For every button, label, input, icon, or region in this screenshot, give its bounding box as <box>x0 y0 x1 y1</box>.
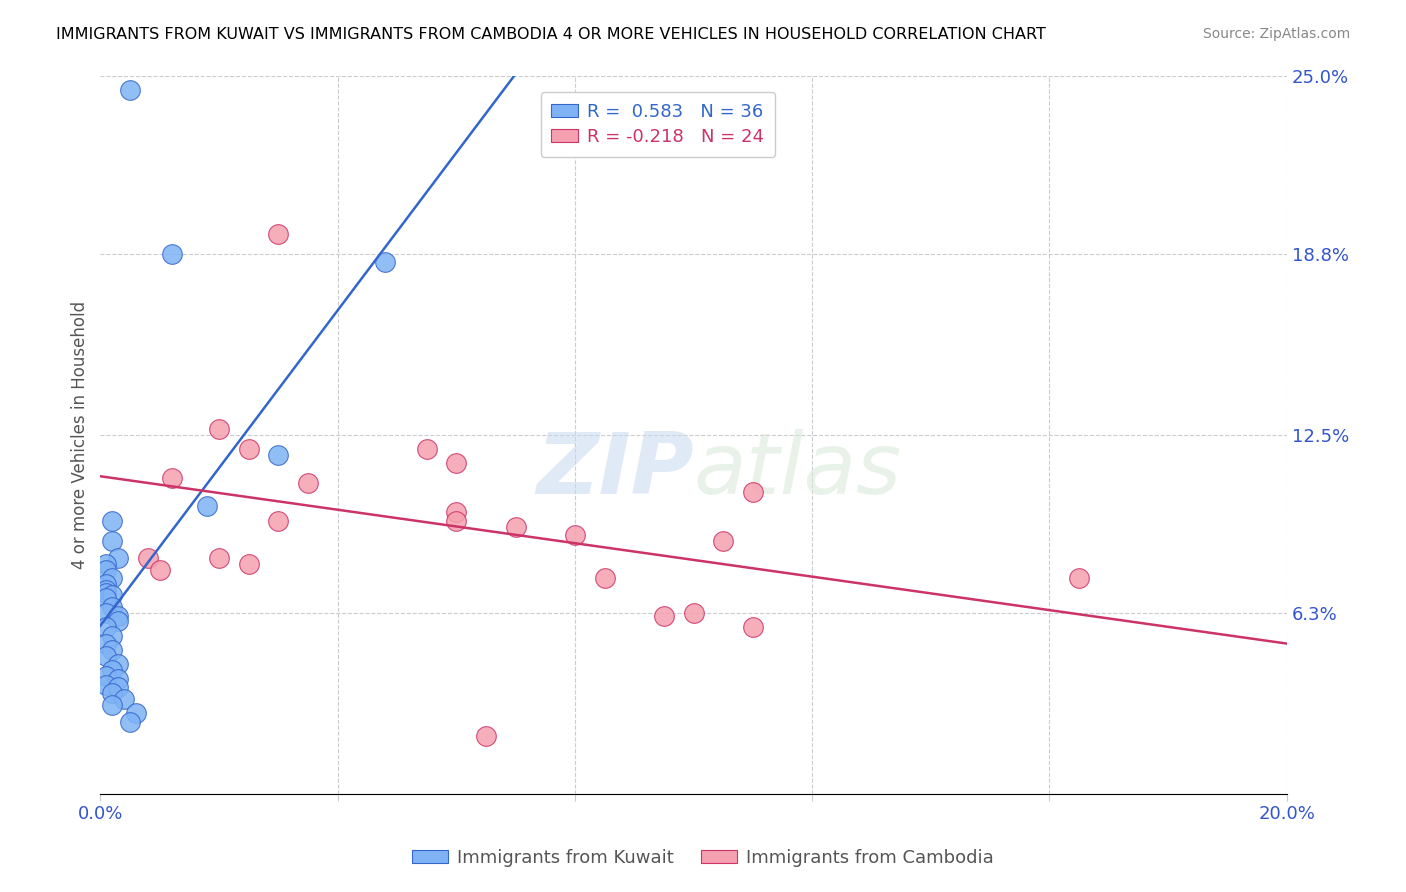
Point <box>741 620 763 634</box>
Point <box>101 643 124 657</box>
Point <box>96 677 118 691</box>
Point <box>101 599 124 614</box>
Point <box>125 706 148 721</box>
Text: atlas: atlas <box>693 429 901 512</box>
Point <box>96 585 118 599</box>
Point <box>475 729 498 743</box>
Point <box>267 227 290 241</box>
Text: ZIP: ZIP <box>536 429 693 512</box>
Point <box>374 255 396 269</box>
Point <box>101 533 124 548</box>
Point <box>195 500 218 514</box>
Point <box>96 557 118 571</box>
Point <box>101 629 124 643</box>
Point <box>101 686 124 700</box>
Point <box>101 663 124 677</box>
Point <box>160 471 183 485</box>
Point <box>118 83 141 97</box>
Point <box>741 485 763 500</box>
Point <box>96 669 118 683</box>
Y-axis label: 4 or more Vehicles in Household: 4 or more Vehicles in Household <box>72 301 89 569</box>
Point <box>1067 571 1090 585</box>
Point <box>107 608 129 623</box>
Point <box>107 615 129 629</box>
Legend: R =  0.583   N = 36, R = -0.218   N = 24: R = 0.583 N = 36, R = -0.218 N = 24 <box>540 92 775 157</box>
Point <box>446 505 468 519</box>
Text: Source: ZipAtlas.com: Source: ZipAtlas.com <box>1202 27 1350 41</box>
Point <box>96 591 118 606</box>
Point <box>101 698 124 712</box>
Point <box>96 620 118 634</box>
Text: IMMIGRANTS FROM KUWAIT VS IMMIGRANTS FROM CAMBODIA 4 OR MORE VEHICLES IN HOUSEHO: IMMIGRANTS FROM KUWAIT VS IMMIGRANTS FRO… <box>56 27 1046 42</box>
Point <box>101 514 124 528</box>
Point <box>96 606 118 620</box>
Point <box>711 533 734 548</box>
Point <box>107 672 129 686</box>
Point <box>101 571 124 585</box>
Point <box>96 563 118 577</box>
Point <box>446 456 468 470</box>
Point <box>297 476 319 491</box>
Point <box>564 528 586 542</box>
Point <box>238 442 260 456</box>
Point <box>505 519 527 533</box>
Point <box>96 582 118 597</box>
Point <box>118 714 141 729</box>
Point <box>267 448 290 462</box>
Point <box>415 442 437 456</box>
Point <box>107 657 129 672</box>
Point <box>96 637 118 651</box>
Point <box>446 514 468 528</box>
Point <box>107 551 129 566</box>
Point <box>208 422 231 436</box>
Point <box>136 551 159 566</box>
Point <box>682 606 704 620</box>
Point <box>96 648 118 663</box>
Point <box>107 681 129 695</box>
Point <box>149 563 172 577</box>
Point <box>593 571 616 585</box>
Point <box>101 589 124 603</box>
Point <box>652 608 675 623</box>
Point <box>96 577 118 591</box>
Point <box>208 551 231 566</box>
Point <box>238 557 260 571</box>
Legend: Immigrants from Kuwait, Immigrants from Cambodia: Immigrants from Kuwait, Immigrants from … <box>405 842 1001 874</box>
Point <box>267 514 290 528</box>
Point <box>112 691 135 706</box>
Point <box>160 246 183 260</box>
